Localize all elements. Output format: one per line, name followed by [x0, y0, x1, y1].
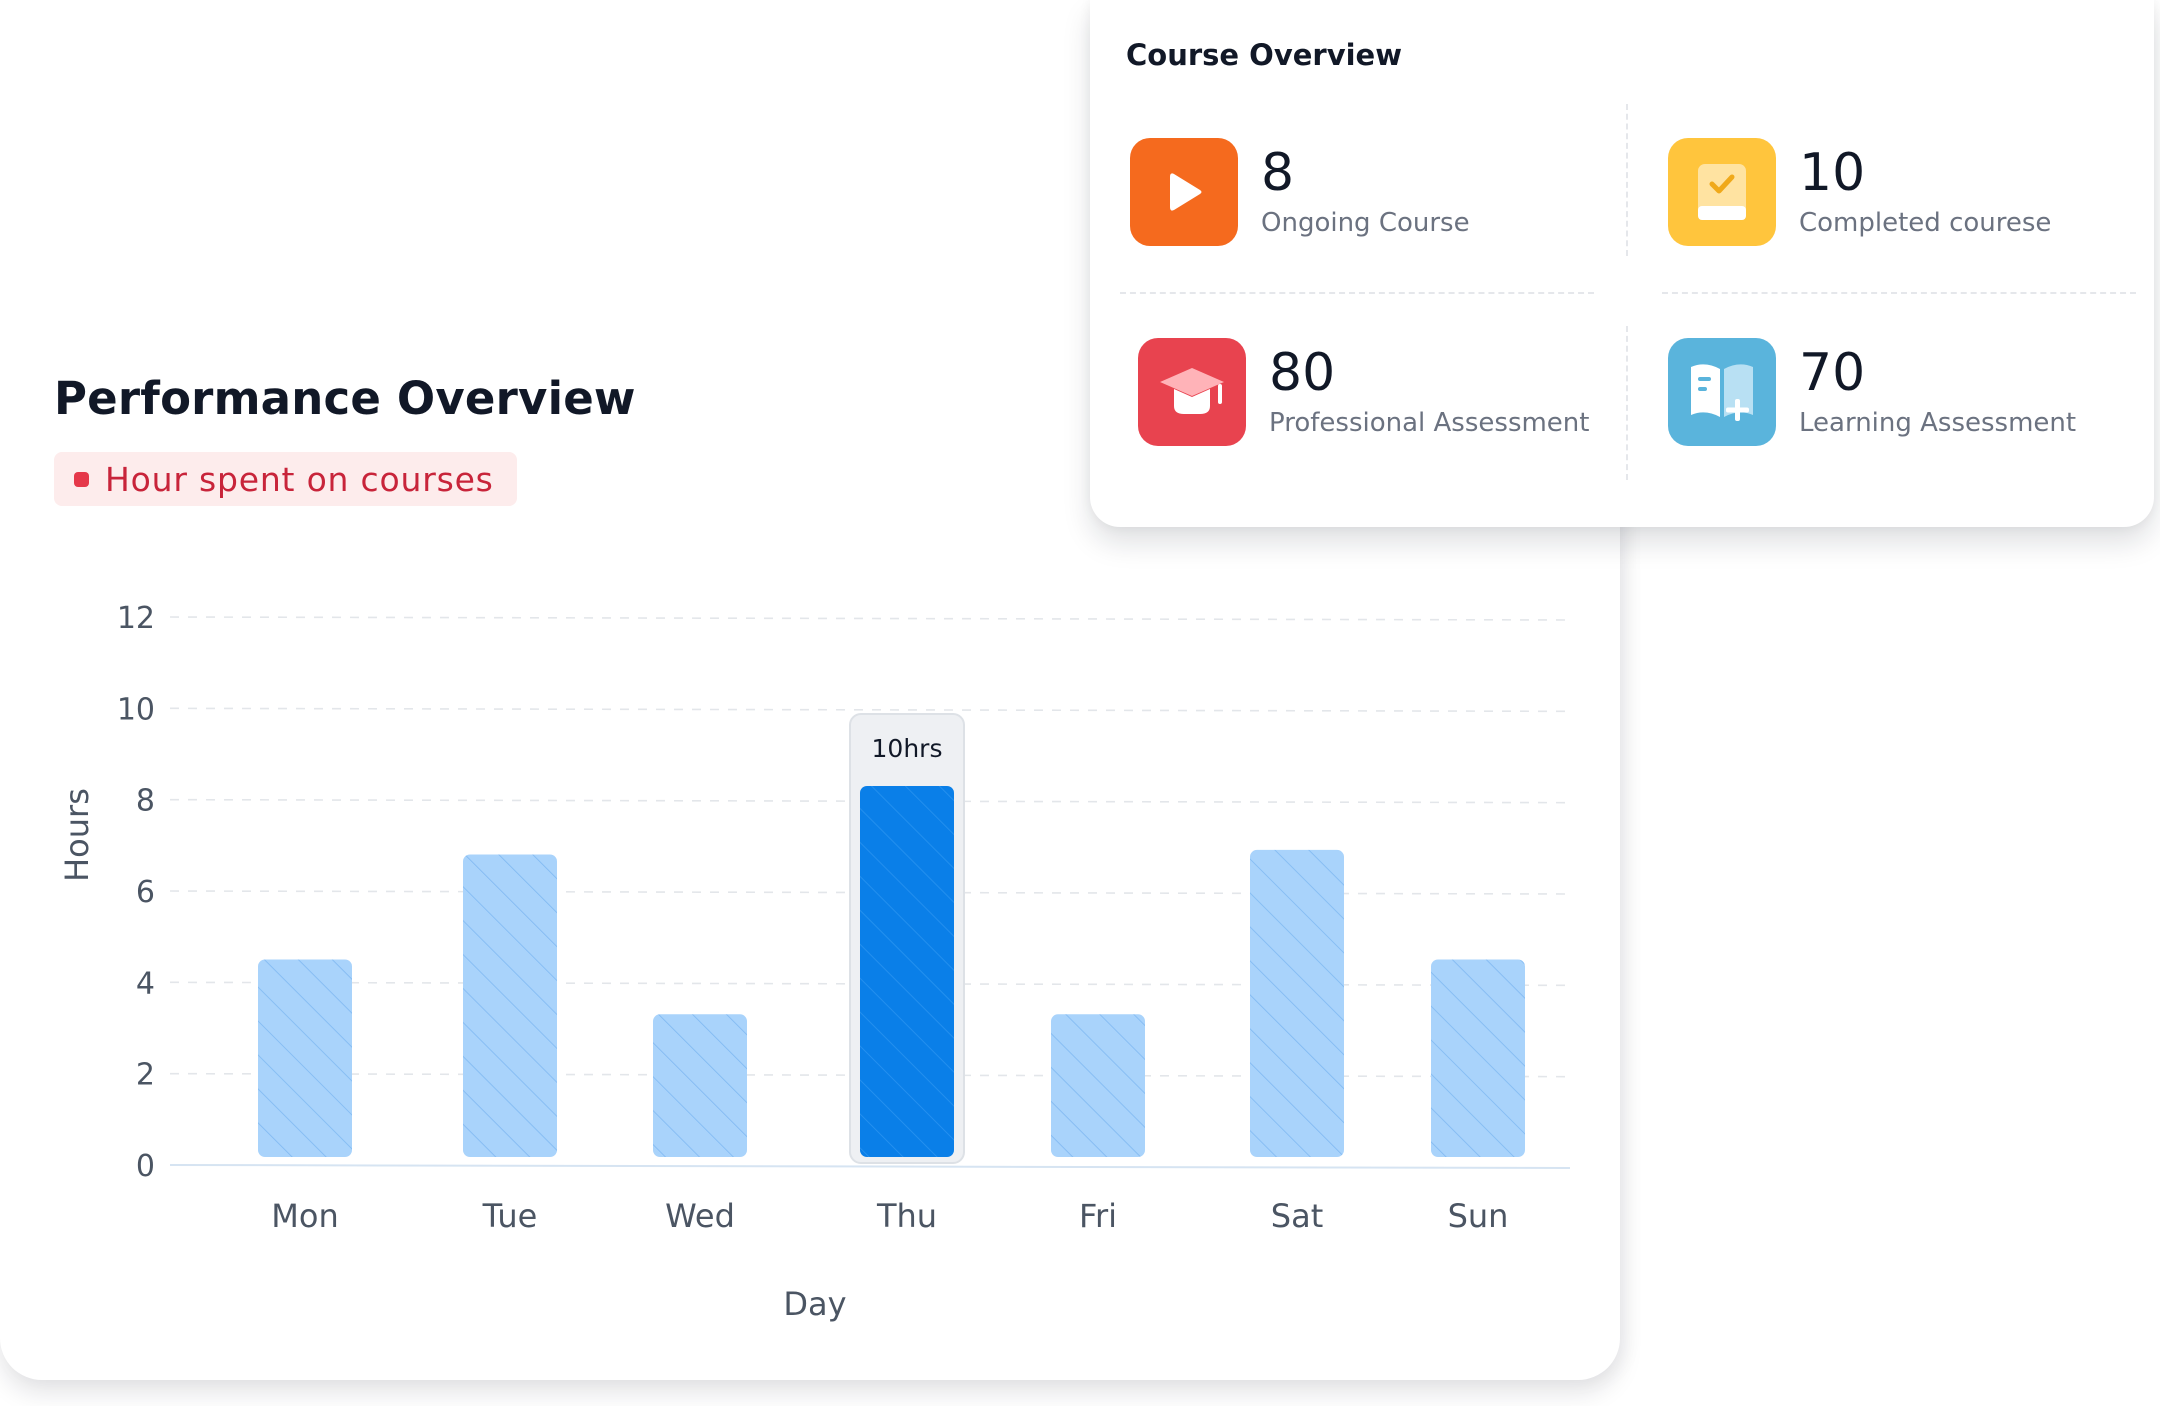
play-icon	[1130, 138, 1238, 246]
course-overview-card: Course Overview 8 Ongoing Course 10 Comp…	[1090, 0, 2154, 527]
y-tick-label: 10	[117, 692, 155, 727]
bar-mon[interactable]	[258, 959, 352, 1158]
x-tick-label: Thu	[876, 1197, 937, 1235]
ongoing-course-label: Ongoing Course	[1261, 207, 1470, 238]
legend-dot-icon	[74, 471, 89, 487]
x-axis-title: Day	[783, 1285, 846, 1323]
x-axis-baseline	[169, 1164, 1571, 1169]
bar-fri[interactable]	[1051, 1014, 1145, 1157]
completed-course-label: Completed courese	[1799, 207, 2052, 238]
bar-sat[interactable]	[1250, 849, 1344, 1157]
y-tick-label: 8	[136, 784, 155, 819]
bars	[258, 785, 1525, 1158]
completed-book-icon	[1668, 138, 1776, 246]
x-tick-label: Sun	[1448, 1197, 1509, 1235]
graduation-cap-icon	[1138, 338, 1246, 446]
stat-professional-assessment[interactable]: 80 Professional Assessment	[1138, 338, 1589, 446]
x-tick-label: Fri	[1079, 1197, 1117, 1235]
row-divider-right	[1662, 292, 2136, 294]
y-tick-label: 6	[136, 875, 155, 910]
bar-thu[interactable]	[860, 785, 954, 1157]
open-book-plus-icon	[1668, 338, 1776, 446]
y-axis-title: Hours	[58, 788, 96, 882]
ongoing-course-value: 8	[1261, 142, 1295, 203]
x-tick-label: Wed	[665, 1197, 735, 1235]
column-divider-bottom	[1626, 326, 1628, 480]
professional-assessment-label: Professional Assessment	[1269, 407, 1590, 438]
learning-assessment-label: Learning Assessment	[1799, 407, 2077, 438]
bar-wed[interactable]	[653, 1014, 747, 1157]
hours-bar-chart: 0 2 4 6 8 10 12 10hrs Mon Tue Wed Thu Fri Sat Sun Ho…	[58, 601, 1571, 1323]
bar-tue[interactable]	[463, 854, 557, 1157]
stat-completed-course[interactable]: 10 Completed courese	[1668, 138, 2051, 246]
completed-course-value: 10	[1799, 142, 1866, 203]
x-axis-labels: Mon Tue Wed Thu Fri Sat Sun	[271, 1197, 1508, 1235]
row-divider-left	[1120, 292, 1594, 294]
bar-sun[interactable]	[1431, 959, 1525, 1158]
learning-assessment-value: 70	[1799, 342, 1866, 403]
professional-assessment-value: 80	[1269, 342, 1336, 403]
column-divider-top	[1626, 104, 1628, 256]
y-tick-label: 2	[136, 1058, 155, 1093]
x-tick-label: Sat	[1271, 1197, 1323, 1235]
y-axis-ticks: 0 2 4 6 8 10 12	[117, 601, 155, 1184]
legend-hours-chip[interactable]: Hour spent on courses	[54, 452, 517, 506]
stat-learning-assessment[interactable]: 70 Learning Assessment	[1668, 338, 2076, 446]
course-overview-title: Course Overview	[1126, 38, 1403, 72]
tooltip-value: 10hrs	[872, 734, 943, 763]
y-tick-label: 0	[136, 1149, 155, 1184]
y-tick-label: 12	[117, 601, 155, 636]
gridline	[169, 616, 1571, 621]
x-tick-label: Mon	[271, 1197, 338, 1235]
gridlines	[169, 616, 1571, 1169]
y-tick-label: 4	[136, 966, 155, 1001]
stat-ongoing-course[interactable]: 8 Ongoing Course	[1130, 138, 1470, 246]
gridline	[169, 707, 1571, 713]
x-tick-label: Tue	[482, 1197, 538, 1235]
performance-title: Performance Overview	[54, 372, 636, 425]
legend-label: Hour spent on courses	[105, 459, 494, 499]
